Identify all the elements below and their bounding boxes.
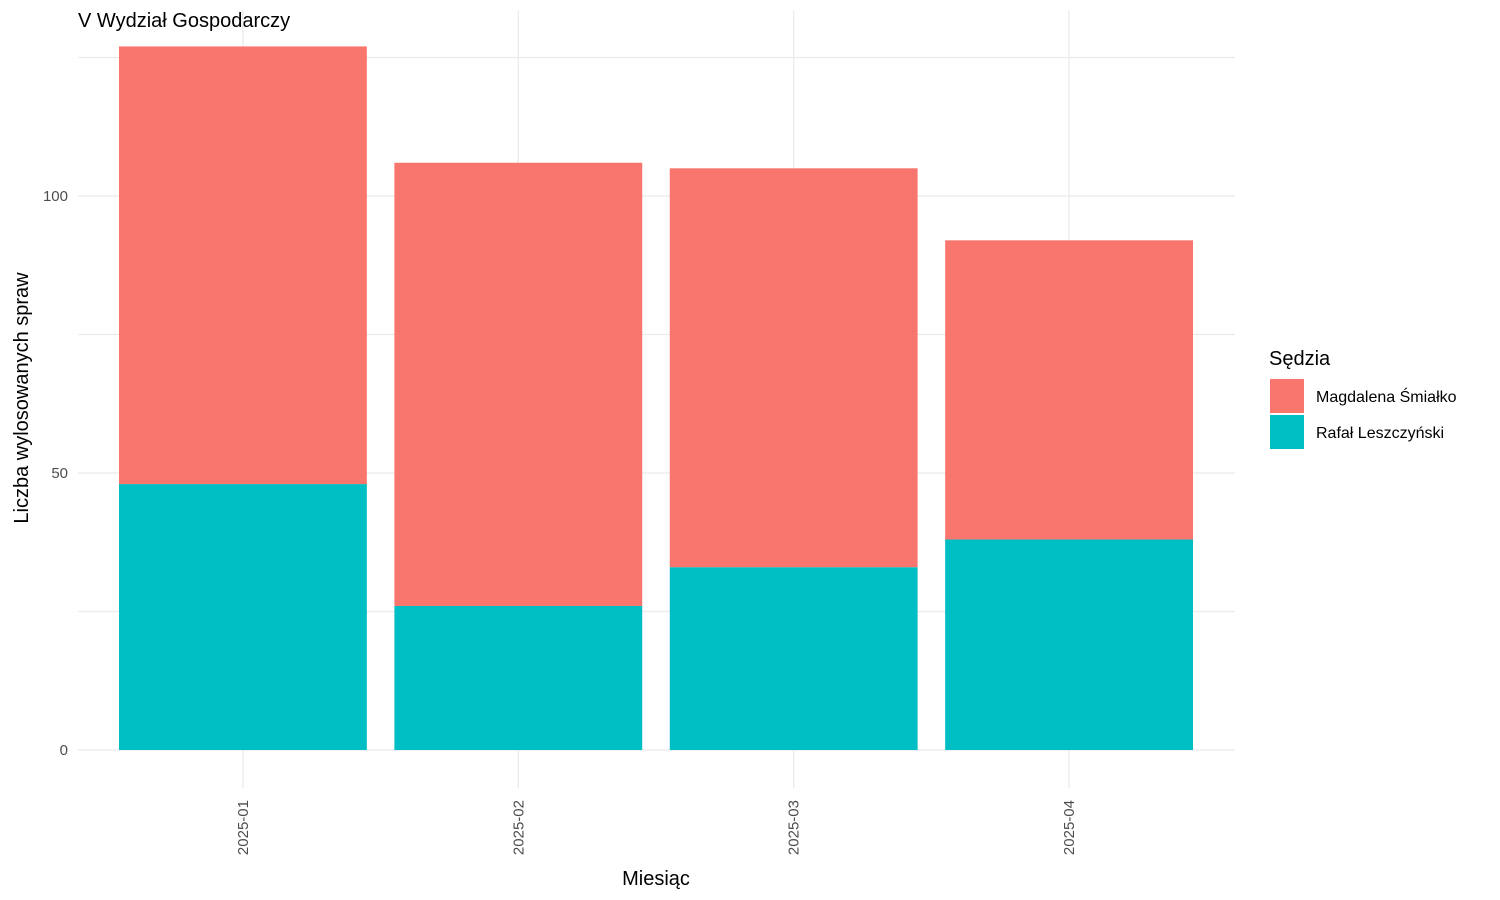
bar-segment <box>945 240 1193 540</box>
bar-segment <box>394 162 643 606</box>
x-axis-ticks: 2025-01 2025-02 2025-03 2025-04 <box>235 800 1078 855</box>
legend-title: Sędzia <box>1269 348 1331 370</box>
bar-segment <box>945 539 1193 750</box>
legend-key <box>1270 415 1304 449</box>
legend: Sędzia Magdalena Śmiałko Rafał Leszczyńsk… <box>1269 348 1457 449</box>
chart-title: V Wydział Gospodarczy <box>78 10 290 32</box>
x-axis-title: Miesiąc <box>622 868 690 890</box>
y-axis-ticks: 0 50 100 <box>43 188 68 759</box>
x-tick-label: 2025-02 <box>510 800 527 855</box>
legend-label: Rafał Leszczyński <box>1316 425 1444 442</box>
bars <box>119 46 1193 750</box>
y-tick-label: 50 <box>51 465 68 482</box>
y-axis-title: Liczba wylosowanych spraw <box>11 272 33 524</box>
y-tick-label: 0 <box>60 742 68 759</box>
legend-key <box>1270 379 1304 413</box>
x-tick-label: 2025-01 <box>235 800 252 855</box>
bar-segment <box>119 46 367 485</box>
bar-segment <box>669 567 918 750</box>
y-tick-label: 100 <box>43 188 68 205</box>
bar-segment <box>394 605 643 750</box>
x-tick-label: 2025-03 <box>786 800 803 855</box>
legend-label: Magdalena Śmiałko <box>1316 387 1457 406</box>
bar-segment <box>669 168 918 568</box>
bar-segment <box>119 484 367 750</box>
x-tick-label: 2025-04 <box>1061 800 1078 855</box>
